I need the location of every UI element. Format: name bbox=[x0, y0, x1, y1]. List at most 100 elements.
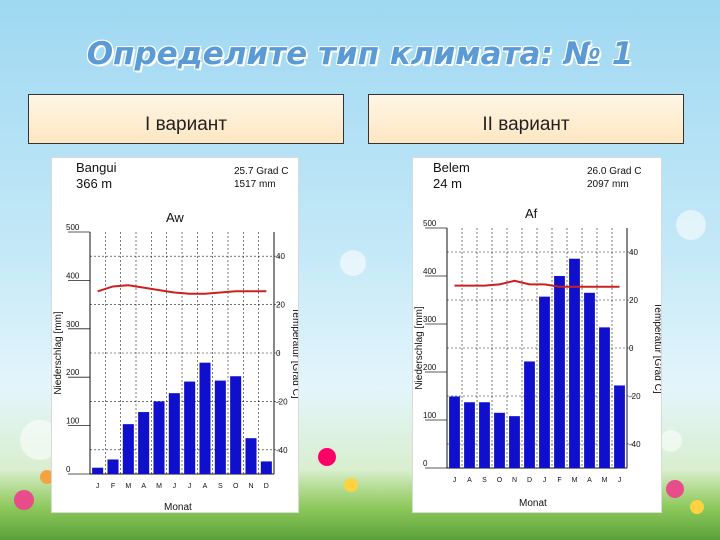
annual-precipitation: 1517 mm bbox=[234, 179, 276, 190]
flower-decoration bbox=[344, 478, 358, 492]
y2-tick-label: 20 bbox=[629, 296, 638, 305]
precipitation-bar bbox=[230, 376, 242, 474]
x-axis-label: Monat bbox=[519, 498, 547, 509]
precipitation-bar bbox=[599, 327, 610, 468]
precipitation-bar bbox=[184, 381, 196, 474]
y-tick-label: 300 bbox=[66, 320, 80, 329]
x-tick-label: A bbox=[203, 483, 208, 490]
precipitation-bar bbox=[539, 296, 550, 468]
x-tick-label: M bbox=[602, 477, 608, 484]
x-tick-label: S bbox=[218, 483, 223, 490]
variant-1-box: I вариант bbox=[28, 94, 344, 144]
x-tick-label: A bbox=[141, 483, 146, 490]
precipitation-bar bbox=[569, 258, 580, 468]
flower-decoration bbox=[40, 470, 54, 484]
x-tick-label: J bbox=[618, 477, 622, 484]
x-tick-label: J bbox=[453, 477, 457, 484]
climate-code: Af bbox=[525, 206, 538, 221]
mean-temperature: 25.7 Grad C bbox=[234, 166, 288, 177]
precipitation-bar bbox=[494, 412, 505, 468]
precipitation-bar bbox=[554, 276, 565, 468]
x-tick-label: J bbox=[96, 483, 100, 490]
precipitation-bar bbox=[614, 385, 625, 468]
precipitation-bar bbox=[479, 402, 490, 468]
variant-1-label: I вариант bbox=[145, 114, 227, 135]
y-tick-label: 100 bbox=[66, 417, 80, 426]
flower-decoration bbox=[318, 448, 336, 466]
y-tick-label: 400 bbox=[423, 267, 437, 276]
y2-tick-label: 40 bbox=[629, 248, 638, 257]
precipitation-bar bbox=[214, 380, 226, 474]
precipitation-bar bbox=[199, 362, 211, 474]
y2-tick-label: 20 bbox=[276, 301, 285, 310]
x-tick-label: N bbox=[512, 477, 517, 484]
precipitation-bar bbox=[168, 393, 180, 474]
y-tick-label: 200 bbox=[66, 368, 80, 377]
precipitation-bar bbox=[153, 401, 165, 474]
x-tick-label: N bbox=[248, 483, 253, 490]
y2-tick-label: 0 bbox=[629, 344, 634, 353]
y2-tick-label: -40 bbox=[276, 446, 288, 455]
station-name: Bangui bbox=[76, 160, 117, 175]
temperature-line bbox=[454, 279, 620, 288]
flower-decoration bbox=[666, 480, 684, 498]
y2-tick-label: -40 bbox=[629, 440, 641, 449]
precipitation-bar bbox=[245, 438, 257, 474]
flower-decoration bbox=[690, 500, 704, 514]
x-tick-label: D bbox=[264, 483, 269, 490]
climate-chart-panel-2: Belem 24 m 26.0 Grad C 2097 mm Af Monat … bbox=[413, 158, 663, 512]
x-tick-label: A bbox=[587, 477, 592, 484]
station-elevation: 366 m bbox=[76, 176, 112, 191]
precipitation-bar bbox=[107, 459, 119, 474]
x-tick-label: M bbox=[125, 483, 131, 490]
y-tick-label: 500 bbox=[423, 219, 437, 228]
climate-chart-panel-1: Bangui 366 m 25.7 Grad C 1517 mm Aw Mona… bbox=[52, 158, 301, 513]
light-flare bbox=[340, 250, 366, 276]
precipitation-bar bbox=[584, 292, 595, 468]
x-tick-label: M bbox=[156, 483, 162, 490]
x-tick-label: O bbox=[497, 477, 503, 484]
light-flare bbox=[660, 430, 682, 452]
precipitation-bar bbox=[138, 412, 150, 474]
precipitation-bar bbox=[449, 396, 460, 468]
climate-chart-2: Belem 24 m 26.0 Grad C 2097 mm Af Monat … bbox=[414, 160, 663, 509]
y-tick-label: 0 bbox=[66, 465, 71, 474]
x-axis-label: Monat bbox=[164, 502, 192, 512]
x-tick-label: S bbox=[482, 477, 487, 484]
x-tick-label: M bbox=[572, 477, 578, 484]
climate-chart-1: Bangui 366 m 25.7 Grad C 1517 mm Aw Mona… bbox=[53, 160, 301, 513]
y-tick-label: 200 bbox=[423, 363, 437, 372]
light-flare bbox=[676, 210, 706, 240]
y-axis-label: Niederschlag [mm] bbox=[53, 311, 64, 395]
x-tick-label: J bbox=[543, 477, 547, 484]
y2-tick-label: -20 bbox=[629, 392, 641, 401]
station-elevation: 24 m bbox=[433, 176, 462, 191]
y2-axis-label: Temperatur [Grad C] bbox=[652, 302, 661, 393]
station-name: Belem bbox=[433, 160, 470, 175]
mean-temperature: 26.0 Grad C bbox=[587, 166, 641, 177]
y2-axis-label: Temperatur [Grad C] bbox=[290, 307, 298, 398]
x-tick-label: F bbox=[557, 477, 561, 484]
x-tick-label: O bbox=[233, 483, 239, 490]
precipitation-bar bbox=[92, 467, 104, 474]
variant-2-label: II вариант bbox=[482, 114, 570, 135]
x-tick-label: J bbox=[173, 483, 177, 490]
precipitation-bar bbox=[464, 402, 475, 468]
variant-2-box: II вариант bbox=[368, 94, 684, 144]
y-tick-label: 100 bbox=[423, 411, 437, 420]
climate-code: Aw bbox=[166, 210, 184, 225]
flower-decoration bbox=[14, 490, 34, 510]
precipitation-bar bbox=[524, 361, 535, 468]
precipitation-bar bbox=[509, 416, 520, 468]
y-tick-label: 500 bbox=[66, 223, 80, 232]
x-tick-label: F bbox=[111, 483, 115, 490]
y2-tick-label: 0 bbox=[276, 349, 281, 358]
y-axis-label: Niederschlag [mm] bbox=[414, 306, 425, 390]
temperature-line bbox=[97, 284, 267, 295]
slide-title: Определите тип климата: № 1 bbox=[86, 36, 634, 72]
x-tick-label: A bbox=[467, 477, 472, 484]
y-tick-label: 0 bbox=[423, 459, 428, 468]
y-tick-label: 300 bbox=[423, 315, 437, 324]
precipitation-bar bbox=[122, 424, 134, 474]
x-tick-label: J bbox=[188, 483, 192, 490]
